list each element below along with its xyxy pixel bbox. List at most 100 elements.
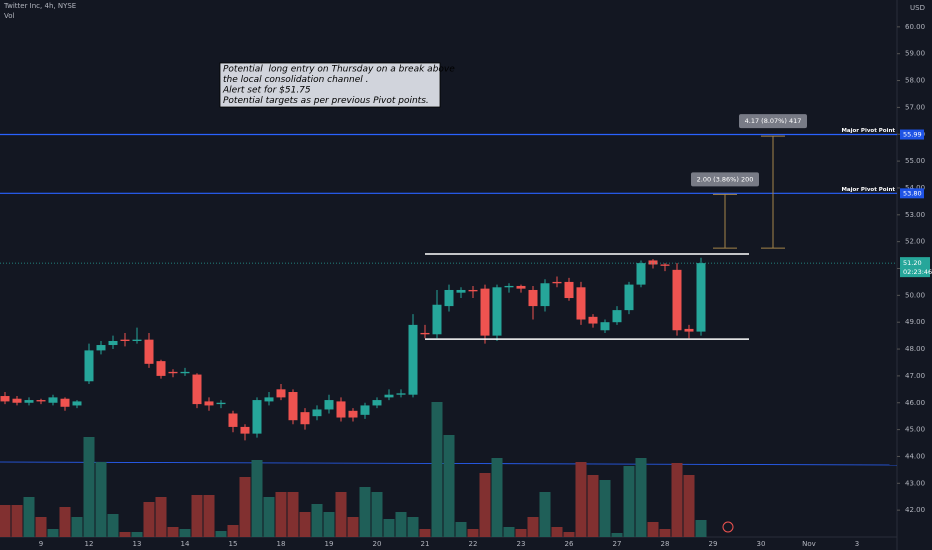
last-price-label: 51.20	[903, 259, 922, 267]
volume-bar	[611, 533, 623, 537]
candle-body	[192, 374, 202, 405]
candle-body	[180, 371, 190, 374]
volume-bar	[479, 473, 491, 537]
volume-bar	[203, 495, 215, 537]
currency: USD	[910, 4, 925, 12]
candle-body	[540, 283, 550, 307]
candle-body	[504, 285, 514, 288]
x-tick-label: 3	[855, 540, 859, 548]
volume-bar	[455, 522, 467, 537]
x-tick-label: 20	[373, 540, 382, 548]
x-tick-label: 13	[133, 540, 142, 548]
x-tick-label: 12	[85, 540, 94, 548]
x-tick-label: 9	[39, 540, 43, 548]
candle-body	[0, 396, 10, 402]
y-tick-label: 50.00	[905, 291, 925, 299]
measure-label: 4.17 (8.07%) 417	[745, 117, 802, 125]
y-tick-label: 45.00	[905, 426, 925, 434]
candle-body	[588, 316, 598, 324]
candle-body	[516, 285, 526, 289]
annotation-line: Potential long entry on Thursday on a br…	[223, 65, 455, 75]
y-tick-label: 44.00	[905, 452, 925, 460]
candle-body	[456, 289, 466, 293]
volume-bar	[0, 505, 11, 537]
candle-body	[444, 289, 454, 307]
price-box	[900, 188, 924, 199]
y-tick-label: 42.00	[905, 506, 925, 514]
volume-bar	[407, 517, 419, 537]
volume-bar	[131, 532, 143, 537]
volume-bar	[587, 475, 599, 537]
candle-body	[60, 398, 70, 407]
x-tick-label: 18	[277, 540, 286, 548]
candle-body	[108, 340, 118, 346]
candle-body	[576, 287, 586, 320]
volume-bar	[107, 514, 119, 537]
measure-label: 2.00 (3.86%) 200	[697, 175, 754, 183]
volume-bar	[443, 435, 455, 537]
volume-label: Vol	[4, 12, 15, 20]
candle-body	[96, 345, 106, 351]
annotation-line: Alert set for $51.75	[222, 86, 311, 96]
volume-bar	[323, 512, 335, 537]
x-tick-label: 26	[565, 540, 574, 548]
volume-bar	[191, 495, 203, 537]
y-tick-label: 55.00	[905, 157, 925, 165]
earnings-icon[interactable]	[722, 521, 734, 533]
candle-body	[252, 400, 262, 434]
candle-body	[240, 426, 250, 434]
candle-body	[648, 260, 658, 265]
volume-bar	[83, 437, 95, 537]
y-tick-label: 53.00	[905, 211, 925, 219]
y-tick-label: 48.00	[905, 345, 925, 353]
candle-body	[636, 263, 646, 285]
volume-bar	[59, 507, 71, 537]
volume-bar	[155, 497, 167, 537]
volume-bar	[35, 517, 47, 537]
volume-bar	[515, 529, 527, 537]
candle-body	[480, 288, 490, 336]
volume-bar	[491, 458, 503, 537]
x-tick-label: 30	[757, 540, 766, 548]
volume-bar	[383, 519, 395, 537]
candle-body	[312, 409, 322, 417]
y-tick-label: 49.00	[905, 318, 925, 326]
volume-bar	[503, 527, 515, 537]
candle-body	[552, 281, 562, 284]
volume-bar	[179, 529, 191, 537]
y-tick-label: 46.00	[905, 399, 925, 407]
x-tick-label: 22	[469, 540, 478, 548]
volume-bar	[431, 402, 443, 537]
annotation-box	[219, 62, 441, 108]
volume-bar	[11, 505, 23, 537]
volume-bar	[167, 527, 179, 537]
y-tick-label: 58.00	[905, 77, 925, 85]
candle-body	[36, 400, 46, 402]
volume-bar	[695, 520, 707, 537]
candle-body	[672, 269, 682, 331]
x-tick-label: Nov	[802, 540, 816, 548]
candle-body	[564, 281, 574, 299]
last-price-box	[900, 257, 930, 278]
candle-body	[612, 310, 622, 323]
candle-body	[48, 397, 58, 403]
candle-body	[408, 324, 418, 395]
candle-body	[216, 402, 226, 405]
volume-bar	[647, 522, 659, 537]
volume-bar	[215, 531, 227, 537]
candle-body	[300, 412, 310, 425]
x-tick-label: 14	[181, 540, 190, 548]
chart-title: Twitter Inc, 4h, NYSE	[3, 2, 76, 10]
volume-bar	[47, 529, 59, 537]
volume-bar	[119, 532, 131, 537]
candle-body	[72, 401, 82, 406]
candle-body	[168, 371, 178, 374]
x-tick-label: 27	[613, 540, 622, 548]
y-tick-label: 59.00	[905, 50, 925, 58]
volume-bar	[599, 480, 611, 537]
candle-body	[144, 339, 154, 364]
volume-bar	[551, 527, 563, 537]
volume-bar	[71, 517, 83, 537]
x-tick-label: 29	[709, 540, 718, 548]
